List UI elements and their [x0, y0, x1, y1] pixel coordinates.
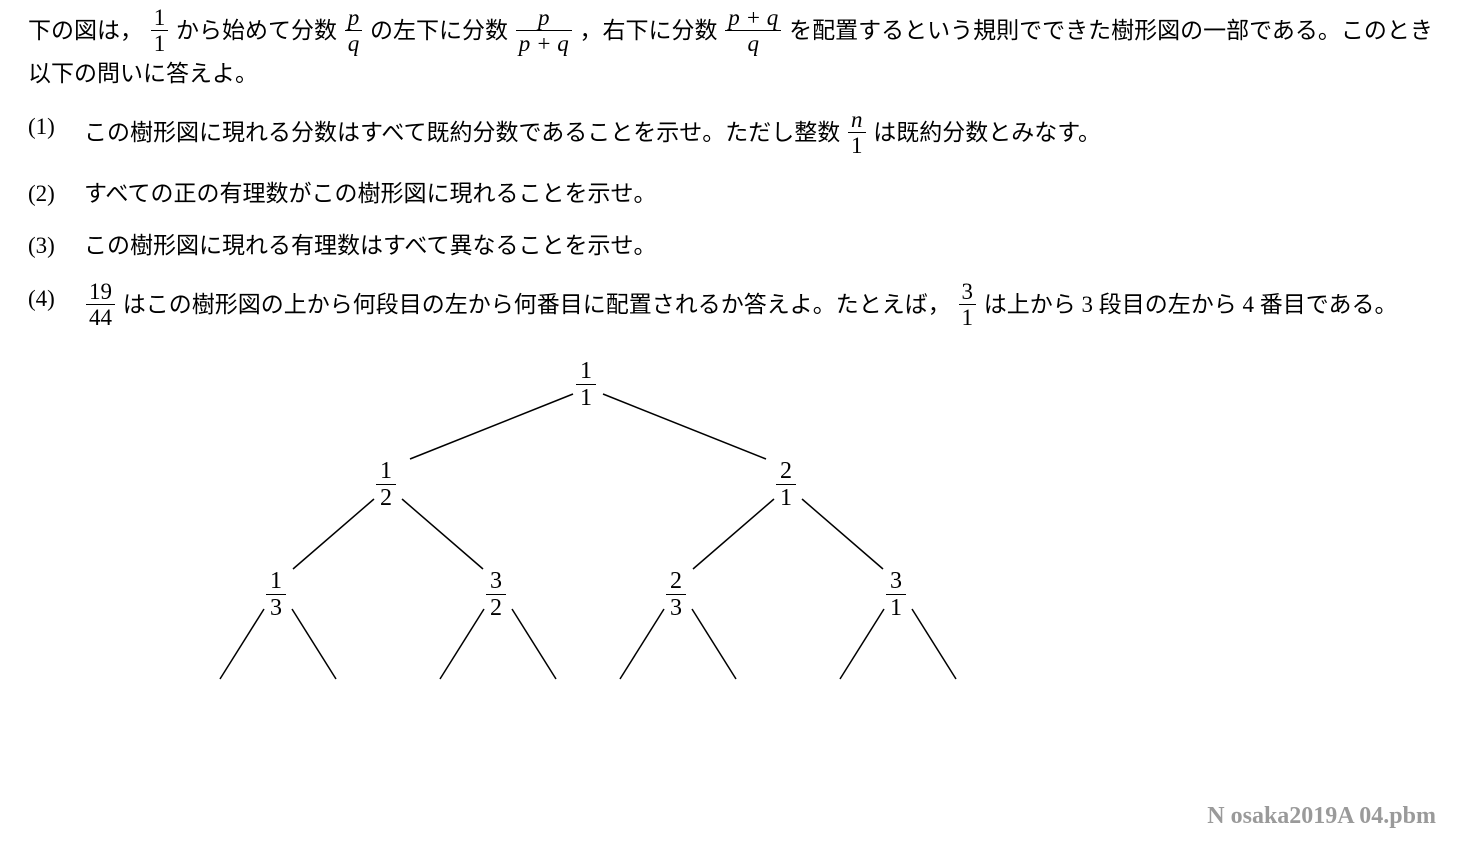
intro-frac-3: p p + q	[516, 6, 572, 55]
q2-body: すべての正の有理数がこの樹形図に現れることを示せ。	[84, 177, 1436, 212]
q3-num: (3)	[28, 229, 84, 264]
q1-num: (1)	[28, 110, 84, 145]
footer-filename: N osaka2019A 04.pbm	[1207, 803, 1436, 830]
tree-node: 32	[486, 569, 506, 620]
q2-num: (2)	[28, 177, 84, 212]
question-4: (4) 19 44 はこの樹形図の上から何段目の左から何番目に配置されるか答えよ…	[28, 282, 1436, 331]
tree-node: 23	[666, 569, 686, 620]
intro-mid2: の左下に分数	[370, 18, 514, 43]
question-3: (3) この樹形図に現れる有理数はすべて異なることを示せ。	[28, 229, 1436, 264]
tree-node: 12	[376, 459, 396, 510]
intro-frac-4: p + q q	[725, 6, 781, 55]
q1-frac: n 1	[848, 108, 866, 157]
intro-mid1: から始めて分数	[176, 18, 343, 43]
intro-mid3: ，右下に分数	[580, 18, 724, 43]
q4-frac-1: 19 44	[86, 280, 115, 329]
question-1: (1) この樹形図に現れる分数はすべて既約分数であることを示せ。ただし整数 n …	[28, 110, 1436, 159]
tree-node: 31	[886, 569, 906, 620]
intro-frac-1: 1 1	[151, 6, 169, 55]
tree-diagram: 11 12 21 13 32 23 31	[158, 349, 1436, 720]
q4-frac-2: 3 1	[959, 280, 977, 329]
q3-body: この樹形図に現れる有理数はすべて異なることを示せ。	[84, 229, 1436, 264]
tree-node: 21	[776, 459, 796, 510]
page: 下の図は， 1 1 から始めて分数 p q の左下に分数 p p + q ，右下…	[0, 0, 1464, 719]
intro-text: 下の図は， 1 1 から始めて分数 p q の左下に分数 p p + q ，右下…	[28, 8, 1436, 92]
q4-num: (4)	[28, 282, 84, 317]
intro-pre1: 下の図は，	[28, 18, 143, 43]
q4-body: 19 44 はこの樹形図の上から何段目の左から何番目に配置されるか答えよ。たとえ…	[84, 282, 1436, 331]
tree-node: 11	[576, 359, 596, 410]
tree-node: 13	[266, 569, 286, 620]
question-2: (2) すべての正の有理数がこの樹形図に現れることを示せ。	[28, 177, 1436, 212]
q1-body: この樹形図に現れる分数はすべて既約分数であることを示せ。ただし整数 n 1 は既…	[84, 110, 1436, 159]
intro-frac-2: p q	[345, 6, 363, 55]
